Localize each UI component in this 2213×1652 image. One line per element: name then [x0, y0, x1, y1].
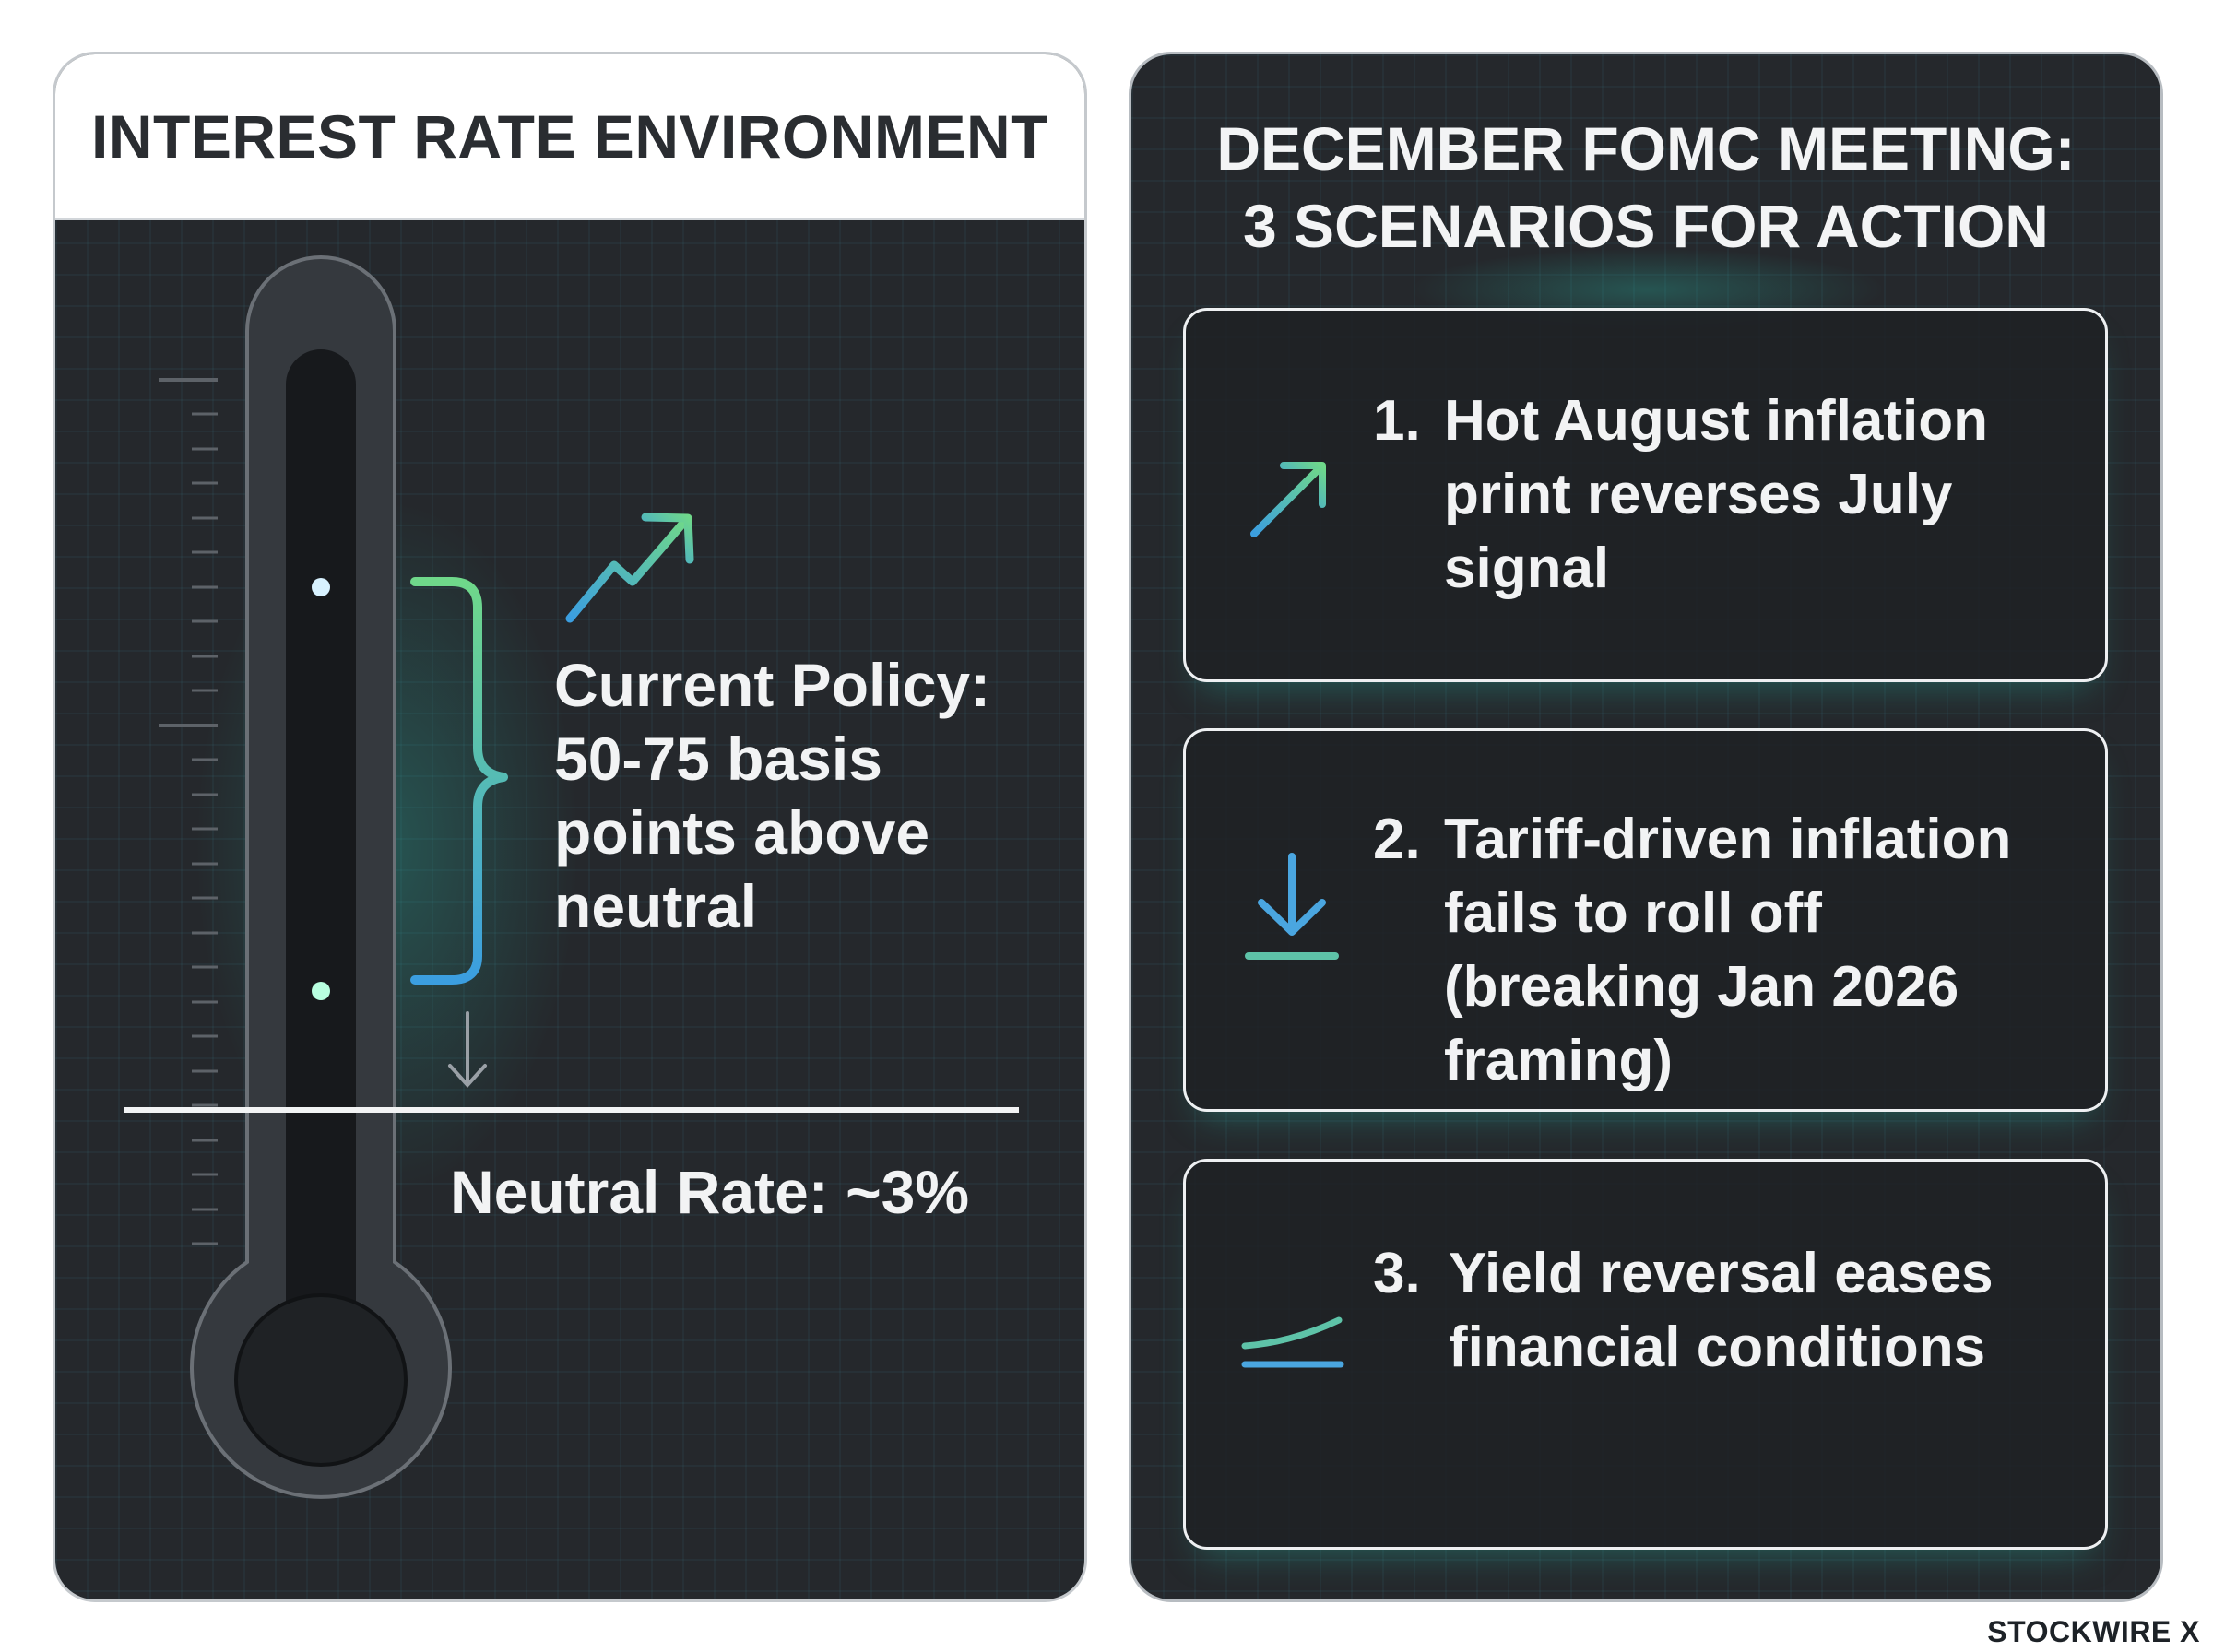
scenario-card: 2. Tariff-driven inflation fails to roll…	[1183, 728, 2108, 1112]
scenario-number: 2.	[1373, 808, 1421, 871]
brace-icon	[410, 577, 508, 985]
arrow-up-right-icon	[1250, 462, 1326, 537]
scenario-description: Tariff-driven inflation fails to roll of…	[1444, 808, 2012, 1092]
scenario-card: 1. Hot August inflation print reverses J…	[1183, 308, 2108, 682]
curve-icon	[1241, 1316, 1344, 1368]
panel-title: INTEREST RATE ENVIRONMENT	[91, 102, 1048, 171]
brand-logo: STOCKWIRE X	[1987, 1615, 2200, 1648]
scenario-text: 2. Tariff-driven inflation fails to roll…	[1373, 803, 2092, 1098]
scenario-text: 1. Hot August inflation print reverses J…	[1373, 384, 2092, 606]
neutral-rate-label: Neutral Rate: ~3%	[450, 1158, 970, 1226]
scenario-description: Yield reversal eases financial condition…	[1449, 1242, 1994, 1379]
current-policy-label: Current Policy: 50-75 basis points above…	[554, 651, 991, 940]
scenario-description: Hot August inflation print reverses July…	[1444, 389, 1989, 600]
fomc-scenarios-panel: DECEMBER FOMC MEETING: 3 SCENARIOS FOR A…	[1129, 52, 2163, 1602]
arrow-down-to-line-icon	[1245, 853, 1339, 960]
panel-header: INTEREST RATE ENVIRONMENT	[55, 54, 1084, 220]
scenario-text: 3. Yield reversal eases financial condit…	[1373, 1237, 2092, 1385]
panel-title: DECEMBER FOMC MEETING: 3 SCENARIOS FOR A…	[1216, 114, 2076, 260]
trend-up-icon	[565, 513, 694, 623]
scenario-number: 3.	[1373, 1242, 1421, 1305]
scenario-card: 3. Yield reversal eases financial condit…	[1183, 1159, 2108, 1550]
rate-environment-panel: INTEREST RATE ENVIRONMENT	[53, 52, 1087, 1602]
thermometer-icon	[124, 255, 1019, 1499]
thermometer-scale	[159, 378, 218, 1245]
arrow-down-icon	[448, 1011, 487, 1088]
scenario-number: 1.	[1373, 389, 1421, 453]
